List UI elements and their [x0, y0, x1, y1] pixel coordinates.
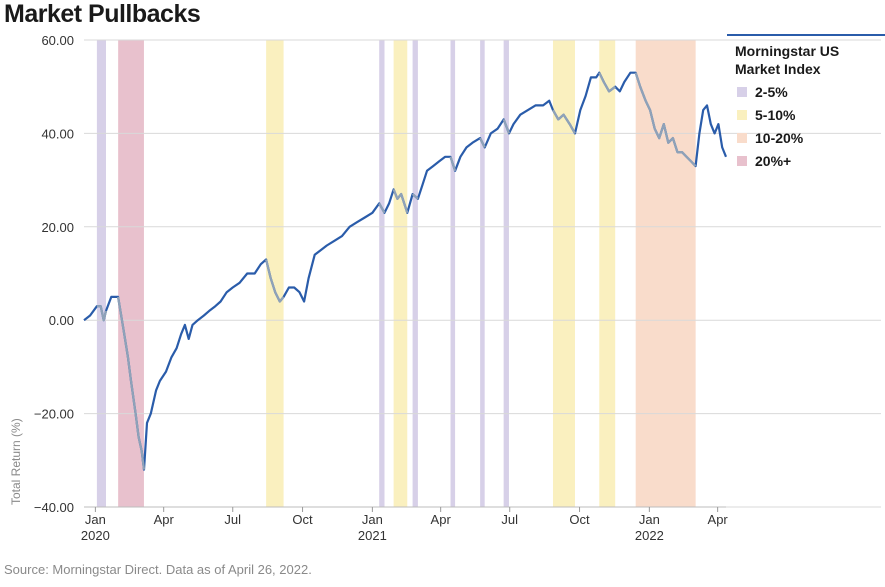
pullback-band [552, 40, 575, 507]
legend: Morningstar US Market Index 2-5% 5-10% 1… [727, 34, 885, 170]
legend-swatch [737, 87, 747, 97]
legend-item-2-5: 2-5% [737, 83, 885, 101]
x-tick-label: Jan [639, 512, 660, 527]
series-line-pullback-segment [96, 305, 108, 322]
series-line-pullback-segment [378, 202, 386, 214]
legend-swatch [737, 156, 747, 166]
series-lines [83, 71, 728, 471]
pullback-band [635, 40, 696, 507]
pullback-band [412, 40, 418, 507]
x-tick-label: Jul [501, 512, 518, 527]
y-axis-label: Total Return (%) [9, 418, 23, 505]
legend-label: 10-20% [755, 130, 804, 146]
legend-label: 5-10% [755, 107, 796, 123]
legend-title-line2: Market Index [735, 61, 821, 77]
legend-label: 20%+ [755, 153, 792, 169]
y-tick-label: 20.00 [41, 220, 74, 235]
x-tick-label: Jan [85, 512, 106, 527]
x-tick-label: Apr [431, 512, 452, 527]
y-tick-label: 60.00 [41, 33, 74, 48]
series-line-pullback-segment [449, 156, 457, 172]
series-line-pullback-segment [634, 72, 697, 167]
pullback-band [480, 40, 485, 507]
x-tick-year-label: 2021 [358, 528, 387, 543]
x-tick-label: Oct [292, 512, 313, 527]
series-line-pullback-segment [598, 72, 616, 93]
legend-item-5-10: 5-10% [737, 106, 885, 124]
series-line-pullback-segment [479, 137, 486, 148]
legend-label: 2-5% [755, 84, 788, 100]
legend-item-20-plus: 20%+ [737, 152, 885, 170]
y-tick-labels: 60.00 40.00 20.00 0.00 −20.00 −40.00 [34, 33, 74, 515]
x-tick-label: Apr [154, 512, 175, 527]
pullback-band [379, 40, 385, 507]
legend-swatch [737, 133, 747, 143]
pullback-band [450, 40, 456, 507]
pullback-band [393, 40, 408, 507]
pullback-band [118, 40, 144, 507]
pullback-bands [96, 40, 696, 507]
series-line-pullback-segment [265, 259, 285, 303]
series-line-pullback-segment [117, 296, 146, 470]
series-line-pullback-segment [502, 119, 511, 134]
pullback-band [503, 40, 509, 507]
y-tick-label: 0.00 [49, 313, 74, 328]
x-tick-label: Apr [708, 512, 729, 527]
series-line-pullback-segment [392, 188, 409, 214]
x-tick-year-label: 2022 [635, 528, 664, 543]
y-tick-label: −40.00 [34, 500, 74, 515]
legend-item-10-20: 10-20% [737, 129, 885, 147]
x-tick-label: Jul [224, 512, 241, 527]
y-tick-label: −20.00 [34, 407, 74, 422]
series-line-pullback-segment [411, 193, 419, 200]
source-note: Source: Morningstar Direct. Data as of A… [4, 562, 312, 577]
x-tick-label: Jan [362, 512, 383, 527]
legend-swatch [737, 110, 747, 120]
pullback-band [266, 40, 284, 507]
grid-lines [84, 39, 881, 508]
legend-title-line1: Morningstar US [735, 43, 840, 59]
chart-title: Market Pullbacks [4, 0, 201, 28]
pullback-band [599, 40, 616, 507]
series-line-pullback-segment [552, 109, 576, 134]
x-tick-label: Oct [569, 512, 590, 527]
x-tick-year-label: 2020 [81, 528, 110, 543]
y-tick-label: 40.00 [41, 126, 74, 141]
pullback-band [96, 40, 107, 507]
